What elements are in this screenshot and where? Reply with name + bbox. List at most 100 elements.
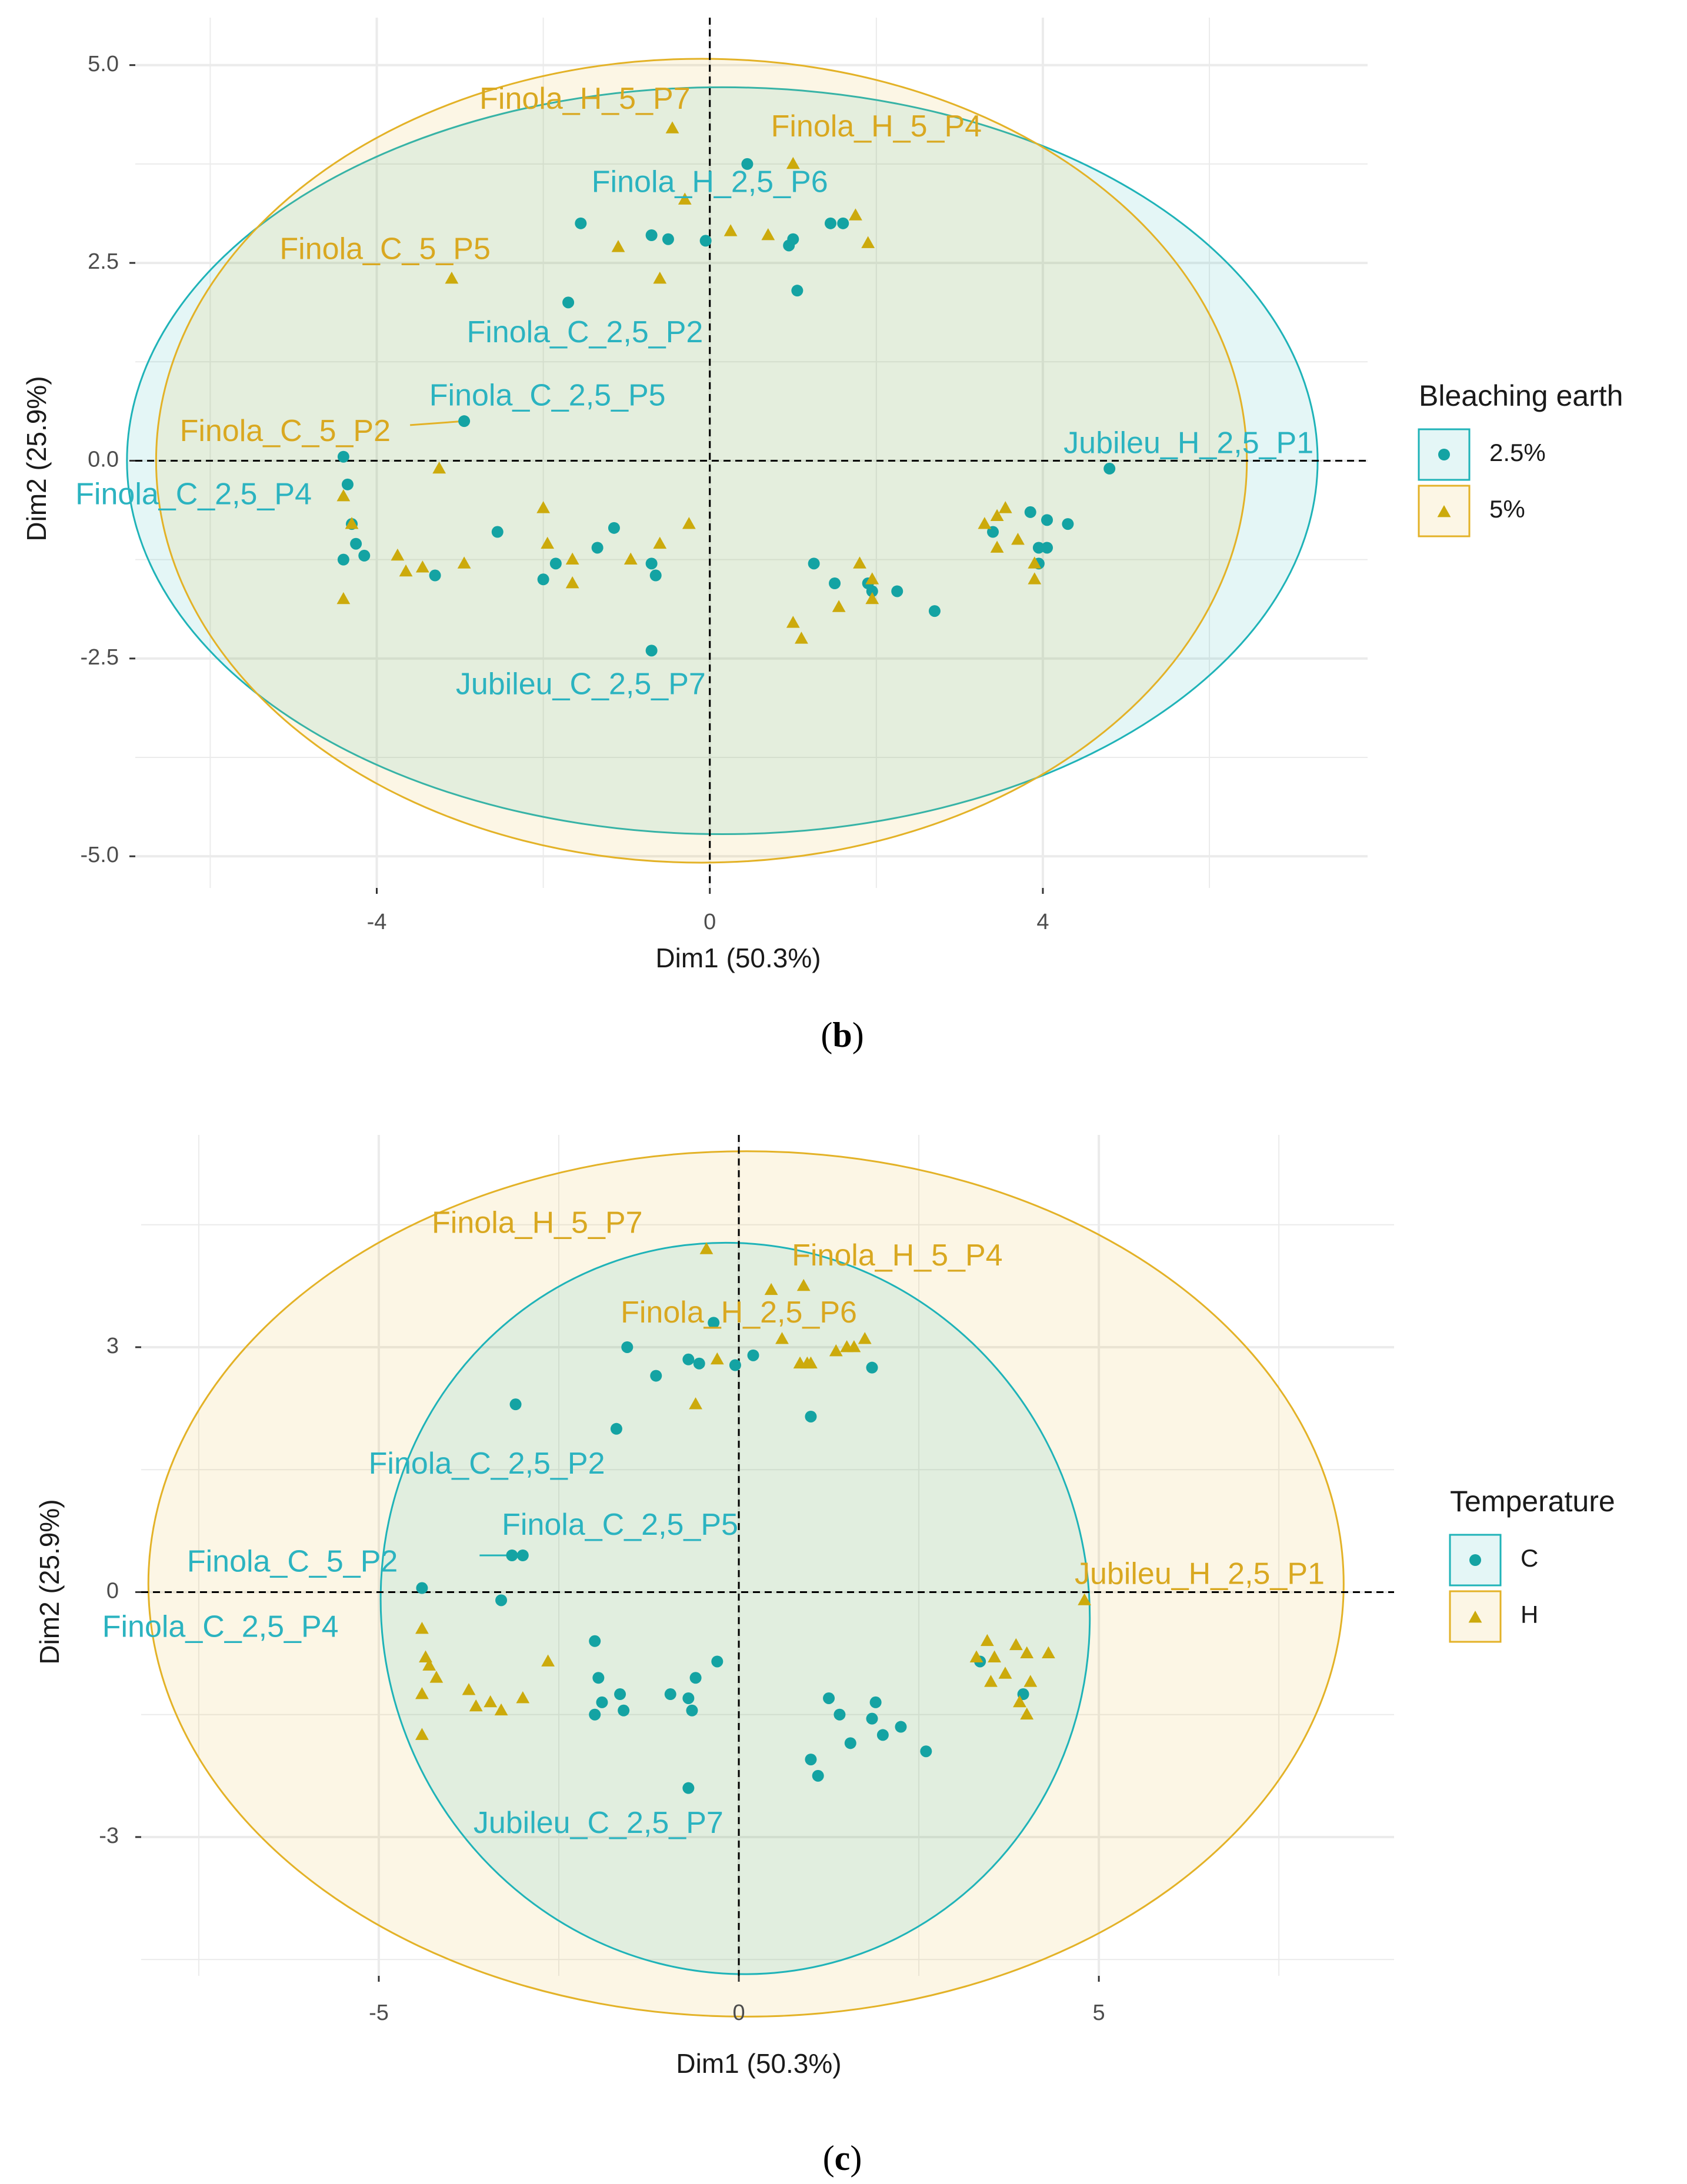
point-5% [457,556,471,569]
point-H [998,1667,1012,1679]
point-2.5% [1062,518,1074,530]
point-2.5% [824,217,836,229]
y-axis-title: Dim2 (25.9%) [34,1499,65,1664]
point-H [484,1695,498,1708]
point-2.5% [491,526,504,538]
confidence-ellipse-H [147,1150,1345,2018]
y-tick-label: 0.0 [88,447,119,472]
y-tick-label: 3 [106,1334,119,1358]
point-label: Finola_C_2,5_P2 [466,315,703,349]
point-5% [853,556,866,569]
point-H [858,1332,872,1344]
point-C [869,1696,882,1708]
point-C [416,1582,428,1594]
point-5% [391,548,405,561]
legend-label: C [1521,1544,1538,1572]
point-label: Finola_H_2,5_P6 [592,165,828,199]
panel-b: Finola_H_5_P7 Finola_H_5_P4 Finola_H_2,5_P… [21,18,1623,1054]
point-label: Jubileu_C_2,5_P7 [474,1806,724,1840]
point-2.5% [791,285,804,297]
legend-label: 5% [1489,495,1525,523]
point-C [805,1410,817,1422]
point-2.5% [1041,542,1053,554]
legend-label: H [1521,1601,1538,1628]
point-C [823,1692,835,1704]
point-C [682,1353,695,1365]
point-H [984,1675,998,1687]
point-2.5% [341,478,354,490]
point-2.5% [741,158,754,170]
point-2.5% [458,415,471,428]
point-C [866,1361,878,1374]
point-5% [1011,533,1025,545]
point-C [495,1594,508,1607]
point-label: Finola_H_5_P7 [432,1205,642,1240]
legend-title: Bleaching earth [1419,379,1623,412]
legend: Temperature C H [1449,1485,1615,1643]
y-axis-title: Dim2 (25.9%) [21,376,52,541]
point-2.5% [1024,506,1036,518]
point-H [415,1621,429,1634]
point-2.5% [645,644,658,657]
point-H [1020,1646,1034,1659]
point-5% [665,121,679,133]
point-2.5% [928,605,941,617]
point-5% [445,272,459,284]
point-label: Finola_H_5_P4 [792,1238,1002,1273]
point-C [516,1549,529,1561]
legend-label: 2.5% [1489,439,1546,466]
point-2.5% [575,217,587,229]
point-2.5% [350,537,362,550]
point-2.5% [649,569,662,582]
point-C [618,1704,630,1717]
point-2.5% [645,557,658,570]
point-2.5% [591,542,604,554]
point-C [693,1357,705,1370]
panel-caption: (b) [821,1016,863,1054]
point-C [682,1782,695,1794]
point-5% [1028,572,1042,585]
x-axis-title: Dim1 (50.3%) [655,943,821,973]
point-C [686,1704,698,1717]
point-2.5% [549,557,562,570]
point-H [1013,1695,1026,1708]
x-axis-title: Dim1 (50.3%) [676,2048,841,2079]
point-C [689,1672,702,1684]
point-H [847,1340,861,1353]
point-C [834,1708,846,1721]
point-2.5% [891,585,903,597]
point-5% [849,208,862,221]
x-tick-label: -5 [369,2001,389,2025]
point-H [689,1397,702,1410]
point-2.5% [1041,514,1053,526]
point-5% [653,272,667,284]
confidence-ellipse-C [379,1241,1091,1975]
point-H [804,1356,818,1369]
point-H [796,1278,811,1291]
point-label: Finola_C_2,5_P2 [369,1447,605,1481]
point-label: Jubileu_C_2,5_P7 [456,667,706,702]
legend-marker [1437,505,1451,517]
point-5% [565,552,579,565]
point-label: Finola_H_5_P4 [771,109,982,143]
point-5% [1028,556,1042,569]
point-2.5% [1103,462,1116,475]
point-5% [865,572,879,585]
point-5% [978,517,992,529]
point-5% [724,224,738,236]
legend-marker [1438,449,1450,460]
point-H [1078,1593,1092,1605]
point-C [682,1692,695,1704]
legend-marker [1469,1554,1481,1566]
point-5% [786,616,800,628]
point-H [494,1703,508,1716]
point-2.5% [358,549,371,562]
panel-c: Finola_H_5_P7 Finola_H_5_P4 Finola_H_2,5_P… [34,1135,1615,2178]
point-C [844,1737,856,1749]
point-C [895,1721,907,1733]
point-5% [761,228,775,241]
point-2.5% [829,577,841,589]
point-C [614,1688,626,1701]
point-H [429,1671,444,1683]
point-5% [990,540,1004,553]
